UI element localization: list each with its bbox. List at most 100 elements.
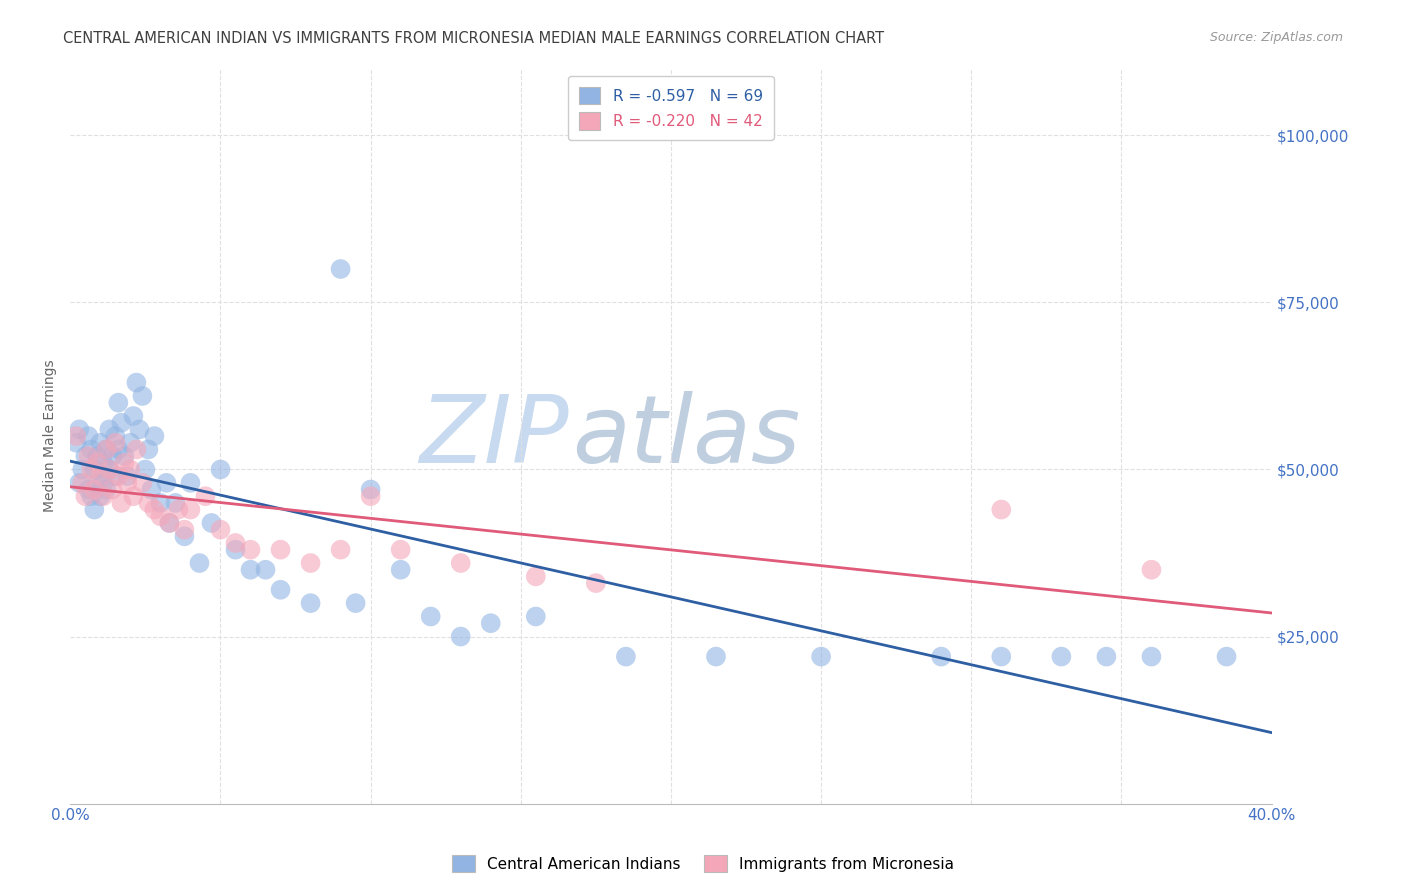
Point — [990, 502, 1012, 516]
Point — [89, 489, 111, 503]
Point — [98, 462, 121, 476]
Point — [299, 556, 322, 570]
Point — [614, 649, 637, 664]
Legend: R = -0.597   N = 69, R = -0.220   N = 42: R = -0.597 N = 69, R = -0.220 N = 42 — [568, 76, 773, 140]
Point — [344, 596, 367, 610]
Point — [141, 483, 163, 497]
Point — [67, 422, 90, 436]
Point — [96, 442, 118, 457]
Point — [270, 582, 292, 597]
Point — [117, 469, 139, 483]
Point — [107, 395, 129, 409]
Point — [89, 435, 111, 450]
Point — [96, 483, 118, 497]
Point — [77, 429, 100, 443]
Point — [360, 483, 382, 497]
Point — [149, 496, 172, 510]
Point — [134, 462, 156, 476]
Point — [389, 542, 412, 557]
Point — [93, 456, 115, 470]
Point — [96, 442, 118, 457]
Point — [112, 449, 135, 463]
Point — [188, 556, 211, 570]
Point — [270, 542, 292, 557]
Point — [101, 483, 124, 497]
Y-axis label: Median Male Earnings: Median Male Earnings — [44, 359, 58, 512]
Point — [131, 389, 153, 403]
Point — [98, 422, 121, 436]
Point — [117, 475, 139, 490]
Point — [179, 502, 201, 516]
Point — [173, 529, 195, 543]
Point — [200, 516, 222, 530]
Point — [194, 489, 217, 503]
Point — [93, 475, 115, 490]
Point — [89, 469, 111, 483]
Point — [585, 576, 607, 591]
Point — [83, 502, 105, 516]
Point — [120, 462, 142, 476]
Point — [80, 442, 103, 457]
Point — [72, 475, 94, 490]
Point — [167, 502, 190, 516]
Text: ZIP: ZIP — [419, 391, 569, 482]
Point — [929, 649, 952, 664]
Point — [155, 475, 177, 490]
Point — [77, 449, 100, 463]
Point — [254, 563, 277, 577]
Point — [138, 442, 160, 457]
Point — [107, 469, 129, 483]
Point — [110, 416, 132, 430]
Point — [1140, 649, 1163, 664]
Point — [75, 449, 97, 463]
Point — [65, 435, 87, 450]
Point — [72, 462, 94, 476]
Point — [110, 496, 132, 510]
Point — [1095, 649, 1118, 664]
Point — [149, 509, 172, 524]
Legend: Central American Indians, Immigrants from Micronesia: Central American Indians, Immigrants fro… — [444, 847, 962, 880]
Point — [810, 649, 832, 664]
Point — [157, 516, 180, 530]
Point — [122, 489, 145, 503]
Point — [479, 616, 502, 631]
Point — [104, 435, 127, 450]
Point — [120, 435, 142, 450]
Text: CENTRAL AMERICAN INDIAN VS IMMIGRANTS FROM MICRONESIA MEDIAN MALE EARNINGS CORRE: CENTRAL AMERICAN INDIAN VS IMMIGRANTS FR… — [63, 31, 884, 46]
Point — [104, 429, 127, 443]
Text: atlas: atlas — [572, 391, 800, 482]
Point — [83, 462, 105, 476]
Point — [138, 496, 160, 510]
Point — [419, 609, 441, 624]
Point — [224, 542, 246, 557]
Point — [86, 449, 108, 463]
Point — [360, 489, 382, 503]
Point — [67, 475, 90, 490]
Point — [75, 489, 97, 503]
Point — [239, 563, 262, 577]
Point — [65, 429, 87, 443]
Point — [125, 442, 148, 457]
Point — [299, 596, 322, 610]
Point — [173, 523, 195, 537]
Point — [450, 630, 472, 644]
Point — [86, 456, 108, 470]
Point — [83, 483, 105, 497]
Point — [1050, 649, 1073, 664]
Point — [157, 516, 180, 530]
Point — [450, 556, 472, 570]
Point — [101, 449, 124, 463]
Point — [209, 523, 232, 537]
Point — [524, 609, 547, 624]
Point — [704, 649, 727, 664]
Point — [86, 475, 108, 490]
Point — [239, 542, 262, 557]
Point — [179, 475, 201, 490]
Point — [104, 469, 127, 483]
Text: Source: ZipAtlas.com: Source: ZipAtlas.com — [1209, 31, 1343, 45]
Point — [128, 422, 150, 436]
Point — [990, 649, 1012, 664]
Point — [80, 489, 103, 503]
Point — [122, 409, 145, 423]
Point — [1215, 649, 1237, 664]
